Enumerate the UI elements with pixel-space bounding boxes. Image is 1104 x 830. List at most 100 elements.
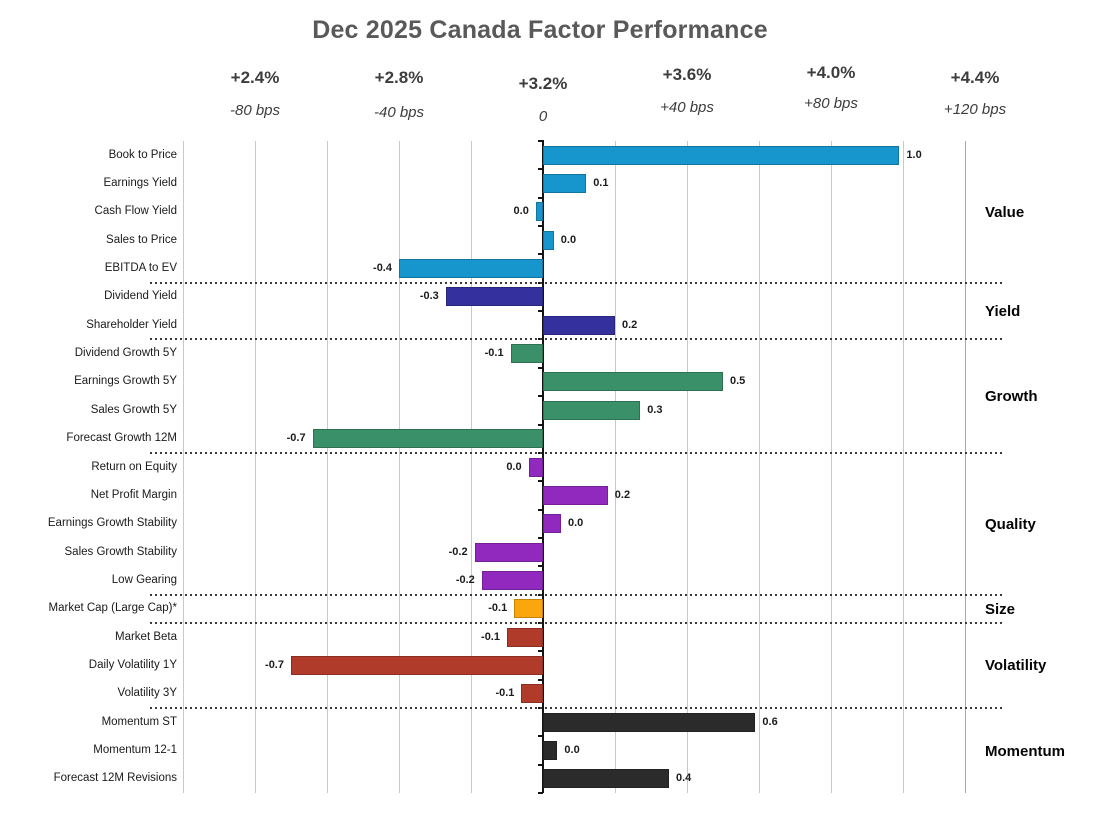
axis-tick-bps-label: -80 bps [229, 102, 281, 119]
group-label: Value [985, 203, 1025, 221]
axis-tick-percent-label: +2.4% [230, 68, 280, 87]
bar [445, 287, 543, 307]
bar [543, 400, 641, 420]
bar-value-label: -0.2 [455, 573, 475, 586]
axis-tick-percent-label: +3.6% [662, 65, 712, 84]
category-label: Dividend Yield [104, 290, 177, 303]
bar-value-label: -0.7 [265, 658, 284, 671]
bar-value-label: 0.5 [730, 375, 746, 388]
bar [312, 429, 543, 449]
gridline [758, 141, 760, 793]
gridline [614, 141, 616, 793]
axis-tick-percent-label: +2.8% [374, 68, 424, 87]
bar [399, 259, 543, 279]
group-label: Momentum [985, 742, 1065, 760]
zero-axis-tick [538, 366, 543, 369]
category-label: Volatility 3Y [117, 687, 177, 700]
group-label: Volatility [985, 657, 1047, 675]
bar [543, 174, 587, 194]
bar [543, 315, 615, 335]
axis-tick-bps-label: +40 bps [660, 99, 714, 116]
zero-axis-tick [538, 423, 543, 426]
zero-axis-line [542, 140, 544, 793]
category-label: Earnings Growth Stability [47, 517, 177, 530]
bar [507, 627, 543, 647]
category-label: Sales Growth 5Y [90, 403, 177, 416]
gridline [830, 141, 832, 793]
gridline [326, 141, 328, 793]
bar [474, 542, 543, 562]
bar [510, 344, 543, 364]
chart-title: Dec 2025 Canada Factor Performance [312, 16, 768, 44]
axis-tick-bps-label: +120 bps [943, 101, 1007, 118]
bar-value-label: -0.1 [481, 630, 500, 643]
bar-value-label: 0.0 [506, 460, 522, 473]
category-label: Shareholder Yield [86, 318, 177, 331]
zero-axis-tick [538, 508, 543, 511]
category-label: Sales Growth Stability [64, 545, 178, 558]
zero-axis-tick [538, 196, 543, 199]
zero-axis-tick [538, 310, 543, 313]
zero-axis-tick [538, 735, 543, 738]
bar [481, 570, 543, 590]
bar-value-label: 1.0 [906, 148, 922, 161]
group-separator [150, 338, 1002, 341]
gridline [686, 141, 688, 793]
bar-value-label: 0.2 [622, 318, 638, 331]
zero-axis-tick [538, 792, 543, 794]
group-label: Yield [985, 303, 1021, 321]
zero-axis-tick [538, 763, 543, 766]
category-label: Forecast Growth 12M [66, 432, 177, 445]
bar-value-label: -0.4 [373, 262, 392, 275]
zero-axis-tick [538, 536, 543, 539]
category-label: Book to Price [108, 148, 177, 161]
bar [291, 655, 543, 675]
bar-value-label: 0.0 [564, 744, 580, 757]
group-separator [150, 621, 1002, 624]
bar-value-label: -0.1 [488, 602, 508, 615]
category-label: Market Beta [115, 630, 177, 643]
group-label: Growth [985, 388, 1038, 406]
bar [543, 741, 558, 761]
bar-value-label: 0.2 [614, 488, 631, 501]
category-label: EBITDA to EV [104, 262, 177, 275]
bar-value-label: -0.7 [286, 432, 306, 445]
axis-tick-percent-label: +3.2% [518, 74, 568, 93]
axis-tick-bps-label: +80 bps [804, 95, 858, 112]
category-label: Net Profit Margin [90, 488, 177, 501]
zero-axis-tick [538, 395, 543, 398]
bar-value-label: 0.6 [762, 715, 778, 728]
bar-value-label: 0.0 [568, 517, 584, 530]
category-label: Momentum 12-1 [93, 744, 177, 757]
group-separator [150, 281, 1002, 284]
zero-axis-tick [538, 253, 543, 256]
plot-right-border [965, 141, 966, 793]
category-label: Dividend Growth 5Y [74, 347, 177, 360]
zero-axis-tick [538, 565, 543, 568]
bar-value-label: -0.3 [419, 290, 439, 303]
bar [543, 769, 669, 789]
category-label: Sales to Price [106, 233, 177, 246]
category-label: Low Gearing [111, 573, 177, 586]
bar-value-label: -0.1 [495, 687, 515, 700]
bar [543, 485, 608, 505]
axis-tick-percent-label: +4.0% [806, 63, 856, 82]
group-separator [150, 593, 1002, 596]
axis-tick-percent-label: +4.4% [950, 68, 1000, 87]
category-label: Forecast 12M Revisions [53, 772, 177, 785]
bar [543, 514, 561, 534]
bar-value-label: 0.4 [676, 772, 692, 785]
gridline [470, 141, 472, 793]
category-label: Cash Flow Yield [94, 205, 177, 218]
category-label: Earnings Growth 5Y [74, 375, 177, 388]
zero-axis-tick [538, 140, 543, 142]
gridline [182, 141, 184, 793]
category-label: Daily Volatility 1Y [88, 658, 177, 671]
bar-value-label: 0.0 [513, 205, 529, 218]
bar [543, 145, 900, 165]
bar [521, 684, 543, 704]
category-label: Return on Equity [91, 460, 177, 473]
group-label: Quality [985, 515, 1036, 533]
zero-axis-tick [538, 650, 543, 653]
bar-value-label: 0.0 [560, 233, 577, 246]
